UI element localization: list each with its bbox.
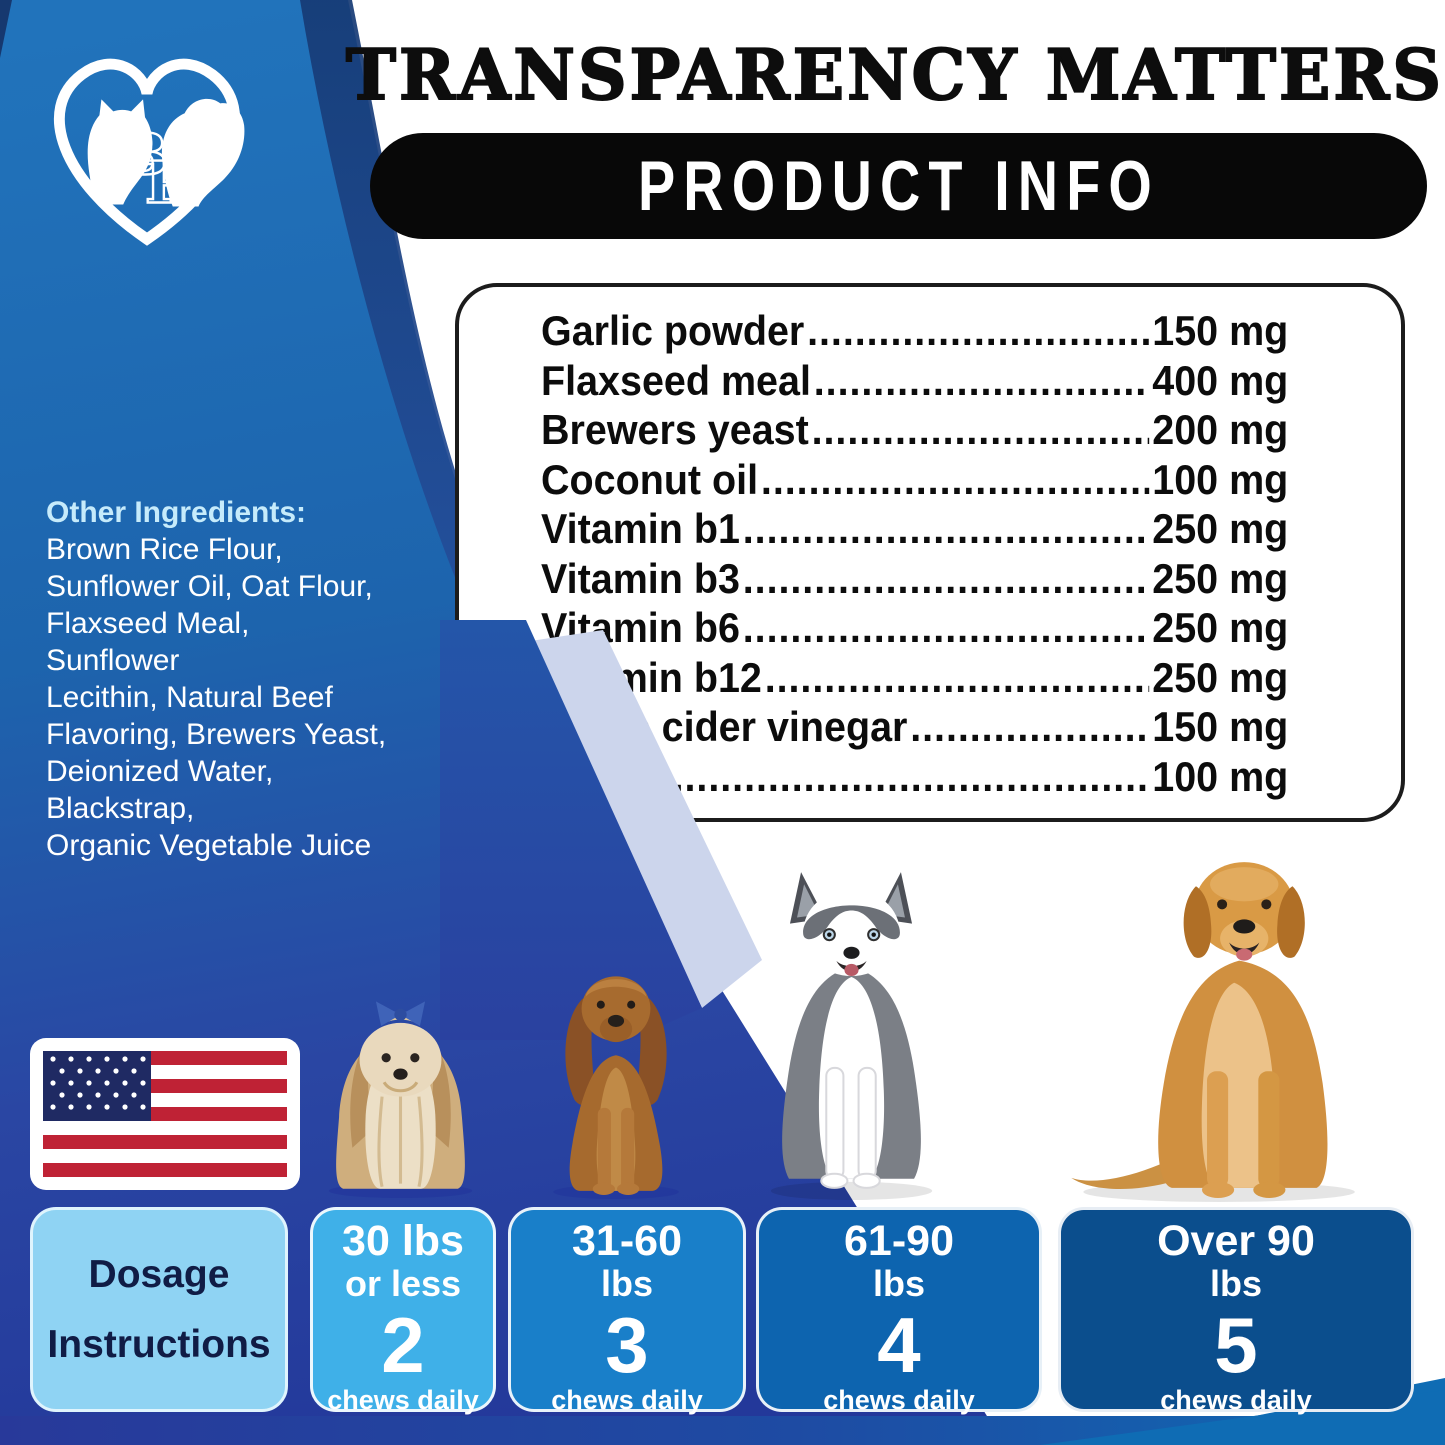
tier-caption: chews daily — [551, 1385, 703, 1415]
ingredient-row: Garlic powder150 mg — [541, 307, 1288, 357]
golden-retriever-dog — [1071, 862, 1355, 1202]
product-info-banner-label: PRODUCT INFO — [637, 146, 1160, 226]
dosage-tier-30lbs-or-less: 30 lbs or less 2 chews daily — [310, 1207, 496, 1415]
ingredient-row: Vitamin b3250 mg — [541, 555, 1288, 605]
tier-chew-count: 5 — [1214, 1301, 1258, 1389]
ingredients-panel: Garlic powder150 mg Flaxseed meal400 mg … — [455, 283, 1405, 822]
dosage-tier-61-90lbs: 61-90 lbs 4 chews daily — [756, 1207, 1042, 1415]
dot-leader — [625, 753, 1149, 801]
ingredient-row: Apple cider vinegar150 mg — [541, 703, 1288, 753]
tier-weight: 61-90 — [844, 1217, 954, 1265]
other-ingredients-line: Organic Vegetable Juice — [46, 829, 372, 862]
tier-weight-sub: or less — [344, 1263, 462, 1304]
other-ingredients-heading: Other Ingredients: — [46, 496, 307, 529]
dosage-tier-31-60lbs: 31-60 lbs 3 chews daily — [508, 1207, 746, 1415]
dot-leader — [743, 505, 1150, 553]
tier-chew-count: 4 — [877, 1301, 921, 1389]
heart-cat-dog-logo: B P — [53, 58, 245, 246]
tier-weight-sub: lbs — [600, 1263, 653, 1304]
ingredient-row: Vitamin b12250 mg — [541, 654, 1288, 704]
dot-leader — [743, 604, 1150, 652]
other-ingredients-block: Other Ingredients: Brown Rice Flour, Sun… — [46, 494, 391, 864]
husky-dog — [770, 872, 933, 1200]
tier-weight: 30 lbs — [342, 1217, 464, 1265]
other-ingredients-line: Lecithin, Natural Beef — [46, 681, 333, 714]
tier-chew-count: 2 — [381, 1301, 425, 1389]
tier-weight-sub: lbs — [1209, 1263, 1262, 1304]
tier-caption: chews daily — [1160, 1385, 1312, 1415]
dot-leader — [814, 357, 1150, 405]
dosage-instructions-label: Dosage Instructions — [30, 1207, 288, 1412]
tier-caption: chews daily — [327, 1385, 479, 1415]
dosage-label-line2: Instructions — [47, 1322, 271, 1366]
dot-leader — [765, 654, 1150, 702]
other-ingredients-line: Flaxseed Meal, Sunflower — [46, 607, 250, 677]
tier-weight: 31-60 — [572, 1217, 682, 1265]
tier-chew-count: 3 — [605, 1301, 649, 1389]
other-ingredients-line: Sunflower Oil, Oat Flour, — [46, 570, 373, 603]
dot-leader — [743, 555, 1150, 603]
cocker-spaniel-dog — [553, 976, 679, 1199]
tier-weight-sub: lbs — [872, 1263, 925, 1304]
dosage-tier-over-90lbs: Over 90 lbs 5 chews daily — [1058, 1207, 1414, 1415]
ingredient-row: Vitamin b1250 mg — [541, 505, 1288, 555]
dot-leader — [807, 307, 1149, 355]
tier-weight: Over 90 — [1157, 1217, 1315, 1265]
dosage-label-line1: Dosage — [88, 1252, 230, 1296]
svg-text:B: B — [119, 121, 168, 189]
product-info-banner: PRODUCT INFO — [370, 133, 1427, 239]
usa-flag — [43, 1051, 287, 1177]
dot-leader — [910, 703, 1149, 751]
usa-flag-card — [30, 1038, 300, 1190]
ingredient-row: Coconut oil100 mg — [541, 456, 1288, 506]
ingredients-list: Garlic powder150 mg Flaxseed meal400 mg … — [541, 307, 1288, 802]
other-ingredients-line: Brown Rice Flour, — [46, 533, 283, 566]
ingredient-row: Zinc100 mg — [541, 753, 1288, 803]
other-ingredients-line: Deionized Water, Blackstrap, — [46, 755, 274, 825]
ingredient-row: Flaxseed meal400 mg — [541, 357, 1288, 407]
other-ingredients-line: Flavoring, Brewers Yeast, — [46, 718, 387, 751]
ingredient-row: Brewers yeast200 mg — [541, 406, 1288, 456]
page-title: TRANSPARENCY MATTERS — [345, 33, 1445, 117]
shih-tzu-dog — [328, 1001, 473, 1198]
ingredient-row: Vitamin b6250 mg — [541, 604, 1288, 654]
dot-leader — [761, 456, 1149, 504]
dot-leader — [812, 406, 1150, 454]
svg-text:P: P — [145, 148, 188, 216]
tier-caption: chews daily — [823, 1385, 975, 1415]
